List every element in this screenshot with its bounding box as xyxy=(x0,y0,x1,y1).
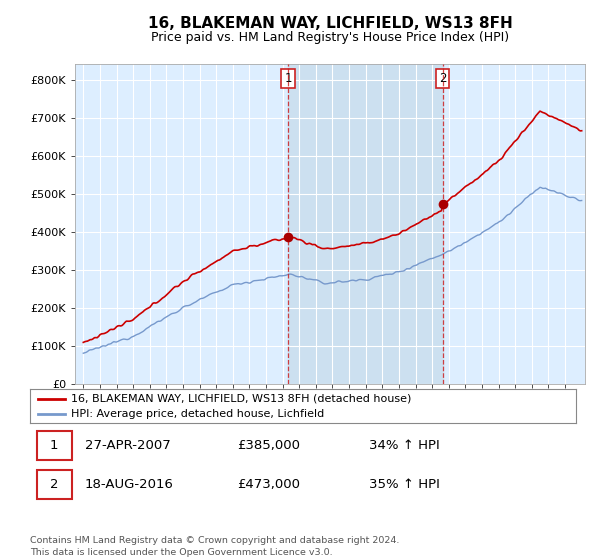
FancyBboxPatch shape xyxy=(37,431,72,460)
Text: 16, BLAKEMAN WAY, LICHFIELD, WS13 8FH: 16, BLAKEMAN WAY, LICHFIELD, WS13 8FH xyxy=(148,16,512,31)
Text: 34% ↑ HPI: 34% ↑ HPI xyxy=(368,439,439,452)
Text: £385,000: £385,000 xyxy=(238,439,301,452)
Text: Contains HM Land Registry data © Crown copyright and database right 2024.
This d: Contains HM Land Registry data © Crown c… xyxy=(30,536,400,557)
FancyBboxPatch shape xyxy=(37,469,72,498)
Text: 18-AUG-2016: 18-AUG-2016 xyxy=(85,478,173,491)
Text: 1: 1 xyxy=(50,439,58,452)
Text: 27-APR-2007: 27-APR-2007 xyxy=(85,439,170,452)
Bar xyxy=(288,64,443,384)
Text: HPI: Average price, detached house, Lichfield: HPI: Average price, detached house, Lich… xyxy=(71,409,324,419)
Text: 1: 1 xyxy=(284,72,292,85)
Text: 35% ↑ HPI: 35% ↑ HPI xyxy=(368,478,439,491)
Text: Price paid vs. HM Land Registry's House Price Index (HPI): Price paid vs. HM Land Registry's House … xyxy=(151,31,509,44)
Text: 2: 2 xyxy=(439,72,446,85)
Text: £473,000: £473,000 xyxy=(238,478,301,491)
Text: 16, BLAKEMAN WAY, LICHFIELD, WS13 8FH (detached house): 16, BLAKEMAN WAY, LICHFIELD, WS13 8FH (d… xyxy=(71,394,412,404)
Text: 2: 2 xyxy=(50,478,58,491)
